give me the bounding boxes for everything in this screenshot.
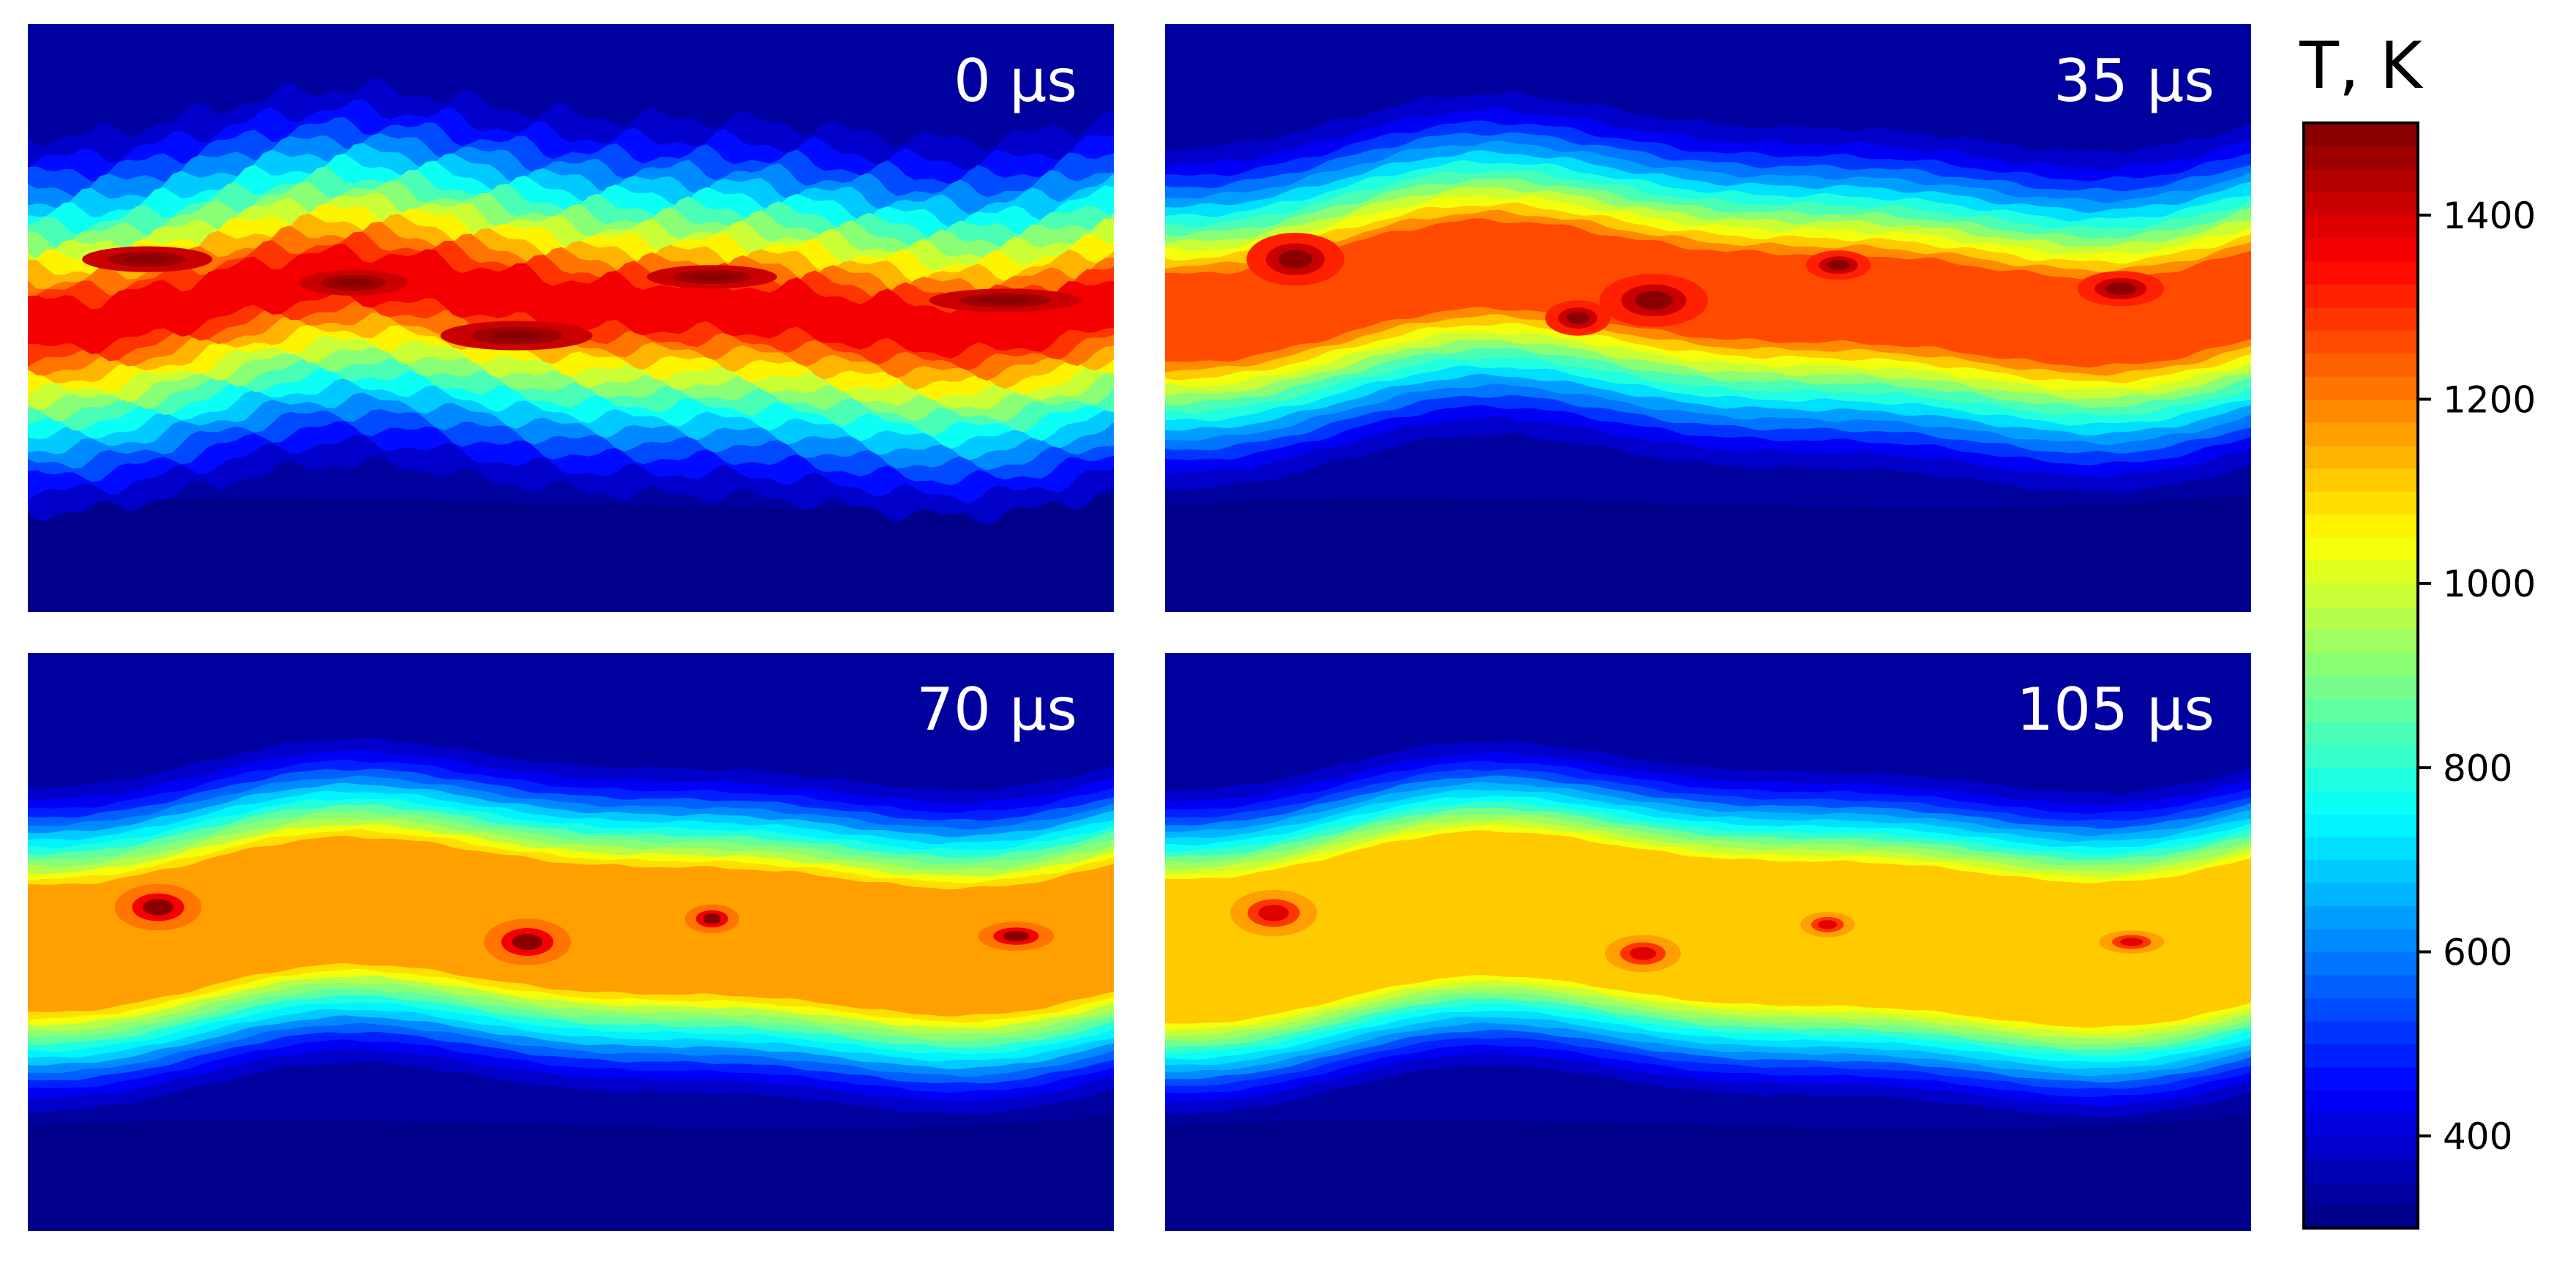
colorbar-level — [2304, 859, 2418, 883]
heatmap-panel-0us: 0 μs — [28, 24, 1114, 612]
colorbar-level — [2304, 721, 2418, 745]
colorbar-level — [2304, 583, 2418, 607]
colorbar-level — [2304, 330, 2418, 354]
colorbar-level — [2304, 676, 2418, 700]
colorbar-level — [2304, 146, 2418, 170]
colorbar-frame — [2302, 121, 2419, 1230]
colorbar-level — [2304, 514, 2418, 538]
colorbar-ticks: 400 600 800 1000 1200 1400 — [2418, 195, 2536, 1158]
cool-region-contour — [1165, 1115, 2251, 1231]
colorbar-tick-label: 1200 — [2443, 379, 2536, 422]
hotspot-contour — [1818, 920, 1838, 929]
colorbar-level — [2304, 307, 2418, 331]
colorbar-level — [2304, 905, 2418, 929]
colorbar-level — [2304, 1159, 2418, 1183]
colorbar: T, K 400 600 800 1000 1200 1400 — [2299, 28, 2536, 1230]
hotspot-contour — [978, 296, 1032, 305]
colorbar-level — [2304, 951, 2418, 976]
hotspot-contour — [1827, 260, 1850, 271]
cool-region-contour — [1165, 494, 2251, 612]
colorbar-level — [2304, 606, 2418, 630]
colorbar-level — [2304, 1090, 2418, 1114]
panel-time-label: 0 μs — [954, 47, 1077, 115]
colorbar-level — [2304, 744, 2418, 768]
colorbar-level — [2304, 261, 2418, 285]
temperature-contour-band — [28, 835, 1114, 1017]
colorbar-level — [2304, 468, 2418, 492]
cool-region-contour — [28, 494, 1114, 612]
hotspot-contour — [2105, 282, 2136, 295]
colorbar-tick-label: 800 — [2443, 747, 2512, 790]
hotspot-contour — [1278, 250, 1313, 269]
colorbar-level — [2304, 1182, 2418, 1206]
heatmap-panel-70us: 70 μs — [28, 653, 1114, 1231]
colorbar-tick-label: 600 — [2443, 932, 2512, 974]
colorbar-level — [2304, 168, 2418, 192]
colorbar-bands — [2304, 123, 2418, 1229]
colorbar-level — [2304, 399, 2418, 423]
hotspot-contour — [1258, 905, 1289, 921]
colorbar-level — [2304, 1112, 2418, 1137]
hotspot-contour — [512, 933, 543, 951]
colorbar-level — [2304, 929, 2418, 953]
temperature-contour-band — [1165, 830, 2251, 1028]
colorbar-level — [2304, 652, 2418, 676]
colorbar-level — [2304, 1044, 2418, 1068]
panel-time-label: 70 μs — [916, 676, 1077, 744]
colorbar-level — [2304, 560, 2418, 584]
hotspot-contour — [1629, 946, 1657, 960]
colorbar-level — [2304, 353, 2418, 377]
colorbar-level — [2304, 214, 2418, 239]
colorbar-level — [2304, 998, 2418, 1022]
panel-time-label: 35 μs — [2053, 47, 2214, 115]
temperature-contour-band — [1165, 218, 2251, 368]
colorbar-level — [2304, 767, 2418, 791]
colorbar-title: T, K — [2299, 28, 2424, 103]
colorbar-level — [2304, 813, 2418, 837]
colorbar-level — [2304, 376, 2418, 400]
colorbar-level — [2304, 698, 2418, 722]
panel-time-label: 105 μs — [2016, 676, 2214, 744]
colorbar-level — [2304, 1205, 2418, 1229]
colorbar-level — [2304, 1066, 2418, 1091]
colorbar-level — [2304, 537, 2418, 561]
hotspot-contour — [143, 899, 173, 916]
colorbar-level — [2304, 974, 2418, 999]
hotspot-contour — [1003, 931, 1030, 942]
temperature-contour-band — [28, 244, 1114, 359]
colorbar-level — [2304, 284, 2418, 308]
colorbar-level — [2304, 491, 2418, 515]
hotspot-contour — [1634, 291, 1673, 310]
hotspot-contour — [689, 272, 735, 281]
hotspot-contour — [1566, 312, 1590, 324]
cool-region-contour — [28, 1115, 1114, 1231]
colorbar-level — [2304, 1136, 2418, 1160]
colorbar-level — [2304, 883, 2418, 907]
colorbar-level — [2304, 123, 2418, 147]
colorbar-tick-label: 1400 — [2443, 195, 2536, 237]
colorbar-level — [2304, 837, 2418, 861]
hotspot-contour — [702, 913, 722, 924]
hotspot-contour — [334, 278, 373, 288]
heatmap-panel-35us: 35 μs — [1165, 24, 2251, 612]
heatmap-panel-105us: 105 μs — [1165, 653, 2251, 1231]
hotspot-contour — [2120, 938, 2143, 946]
colorbar-level — [2304, 192, 2418, 216]
colorbar-level — [2304, 422, 2418, 446]
hotspot-contour — [490, 330, 544, 341]
colorbar-level — [2304, 790, 2418, 815]
colorbar-tick-label: 1000 — [2443, 563, 2536, 605]
colorbar-level — [2304, 238, 2418, 262]
colorbar-level — [2304, 445, 2418, 469]
hotspot-contour — [124, 255, 171, 264]
colorbar-level — [2304, 629, 2418, 654]
colorbar-tick-label: 400 — [2443, 1115, 2512, 1158]
colorbar-level — [2304, 1020, 2418, 1044]
